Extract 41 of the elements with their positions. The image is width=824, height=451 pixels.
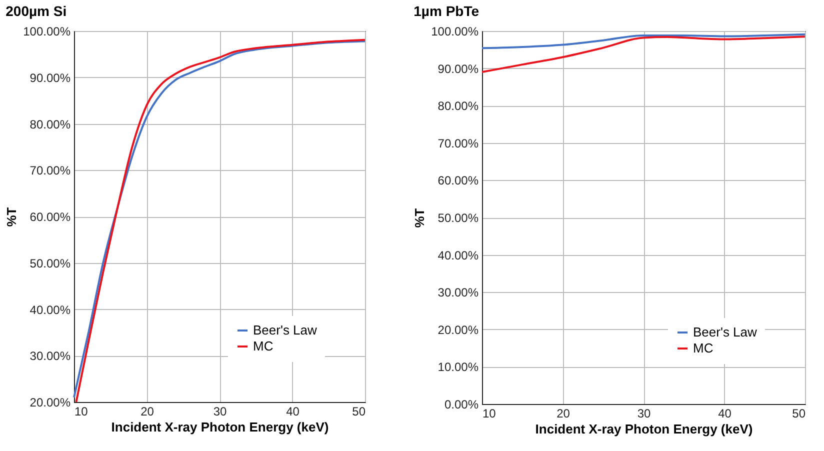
y-tick-label: 80.00% [438, 99, 479, 114]
y-tick-label: 50.00% [438, 211, 479, 225]
y-tick-label: 70.00% [30, 164, 71, 178]
x-tick-label: 30 [213, 404, 227, 418]
legend-label: Beer's Law [253, 322, 318, 338]
y-tick-label: 70.00% [438, 136, 479, 150]
y-tick-label: 90.00% [30, 70, 71, 85]
x-tick-label: 10 [74, 404, 88, 418]
y-axis-title: %T [412, 208, 428, 228]
legend-label: Beer's Law [693, 324, 758, 340]
y-tick-label: 30.00% [438, 286, 479, 300]
x-tick-label: 40 [286, 404, 300, 418]
x-axis-title: Incident X-ray Photon Energy (keV) [111, 420, 329, 434]
y-tick-label: 60.00% [30, 210, 71, 224]
y-tick-label: 40.00% [30, 302, 71, 317]
chart-title: 200µm Si [6, 3, 67, 19]
x-tick-label: 20 [140, 404, 154, 418]
y-tick-label: 40.00% [438, 248, 479, 262]
x-tick-label: 30 [637, 406, 651, 420]
legend-label: MC [253, 338, 274, 354]
x-tick-label: 20 [556, 406, 570, 420]
legend-label: MC [693, 340, 714, 356]
chart-title: 1µm PbTe [414, 3, 480, 19]
x-tick-label: 40 [718, 406, 732, 420]
y-tick-label: 30.00% [30, 349, 71, 364]
x-tick-label: 10 [482, 406, 496, 420]
line-series [481, 36, 806, 74]
x-tick-label: 50 [352, 404, 366, 418]
y-tick-label: 90.00% [438, 62, 479, 76]
y-axis-title: %T [4, 207, 20, 227]
x-axis-title: Incident X-ray Photon Energy (keV) [535, 422, 753, 436]
y-tick-label: 100.00% [431, 24, 479, 38]
y-tick-label: 60.00% [438, 174, 479, 188]
y-tick-label: 100.00% [23, 24, 71, 38]
y-tick-label: 0.00% [444, 398, 479, 412]
y-tick-label: 50.00% [30, 256, 71, 270]
y-tick-label: 20.00% [30, 396, 71, 410]
y-tick-label: 80.00% [30, 117, 71, 132]
x-tick-label: 50 [792, 406, 806, 420]
y-tick-label: 10.00% [438, 360, 479, 374]
y-tick-label: 20.00% [438, 322, 479, 337]
